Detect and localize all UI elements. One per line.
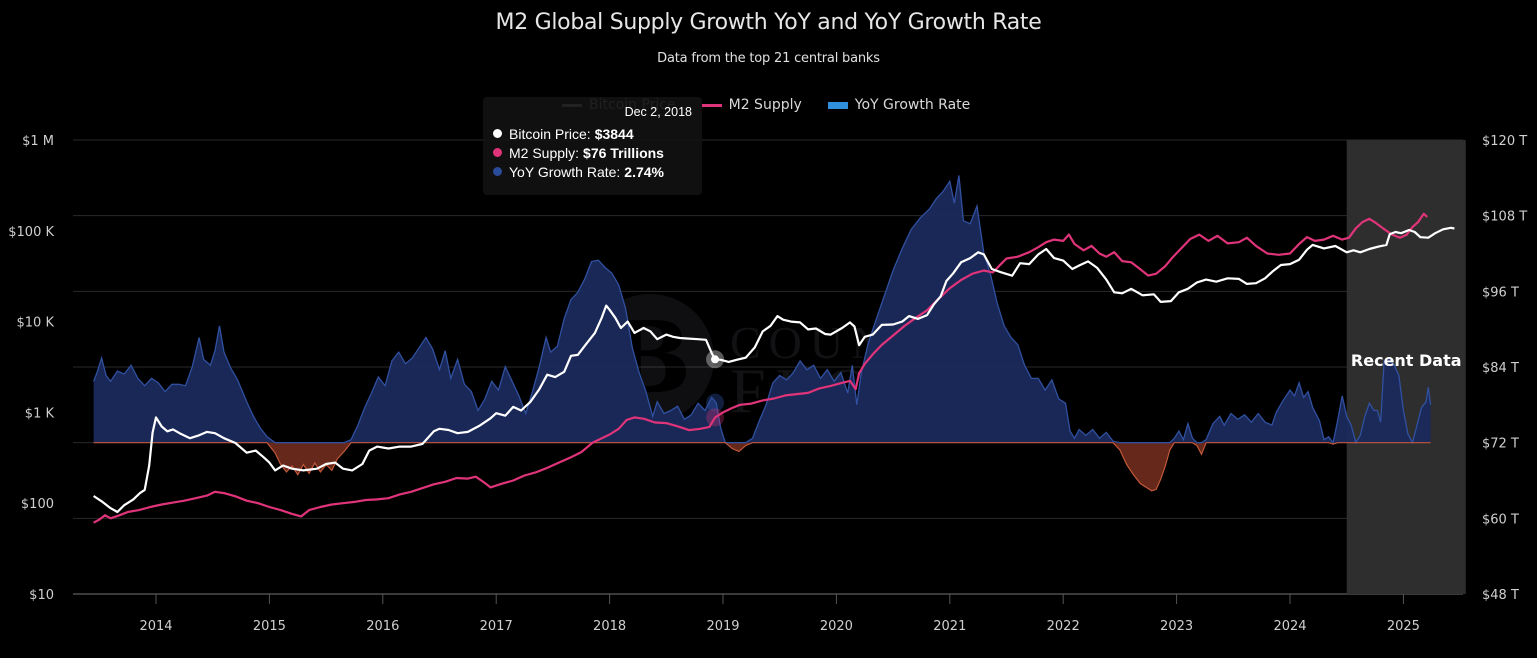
tooltip-value: $76 Trillions: [583, 144, 664, 161]
y-left-tick-label: $100: [21, 497, 54, 512]
yoy-positive-area: [93, 175, 1431, 443]
tooltip-dot-m2: [493, 148, 502, 157]
m2-supply-line: [93, 212, 1428, 524]
legend-item-m2-supply[interactable]: M2 Supply: [701, 97, 802, 113]
chart-subtitle: Data from the top 21 central banks: [657, 51, 880, 66]
y-left-tick-label: $1 M: [22, 134, 54, 149]
tooltip-row-m2: M2 Supply: $76 Trillions: [493, 143, 692, 162]
tooltip-value: $3844: [594, 125, 634, 142]
x-tick-label: 2022: [1047, 619, 1080, 634]
tooltip-date: Dec 2, 2018: [624, 105, 692, 119]
legend-item-yoy-growth-rate[interactable]: YoY Growth Rate: [827, 97, 971, 113]
legend-label: M2 Supply: [728, 97, 802, 113]
tooltip-label: M2 Supply:: [509, 144, 580, 161]
yoy-positive-outline: [92, 175, 1432, 445]
tooltip-row-yoy: YoY Growth Rate: 2.74%: [493, 162, 692, 181]
x-tick-label: 2015: [253, 619, 286, 634]
tooltip-label: Bitcoin Price:: [509, 125, 591, 142]
legend-label: YoY Growth Rate: [854, 97, 971, 113]
y-right-tick-label: $108 T: [1482, 210, 1527, 225]
m2-supply-series: [93, 212, 1428, 524]
x-tick-label: 2017: [480, 619, 513, 634]
tooltip-dot-yoy: [493, 167, 502, 176]
y-axis-right: $48 T $60 T $72 T $84 T $96 T $108 T $120 T: [1482, 134, 1527, 603]
x-tick-label: 2020: [820, 619, 853, 634]
tooltip-label: YoY Growth Rate:: [509, 163, 621, 180]
tooltip-row-bitcoin: Bitcoin Price: $3844: [493, 124, 692, 143]
y-right-tick-label: $96 T: [1482, 285, 1519, 300]
chart-title: M2 Global Supply Growth YoY and YoY Grow…: [495, 10, 1042, 35]
hover-halo-m2: [706, 408, 725, 427]
tooltip-value: 2.74%: [624, 163, 664, 180]
legend-swatch-m2: [701, 103, 722, 107]
recent-data-label: Recent Data: [1351, 351, 1462, 370]
bitcoin-price-line: [92, 226, 1455, 514]
y-left-tick-label: $100 K: [8, 225, 54, 240]
y-left-tick-label: $10 K: [17, 316, 55, 331]
x-tick-label: 2019: [706, 619, 739, 634]
y-right-tick-label: $72 T: [1482, 437, 1519, 452]
y-axis-left: $10 $100 $1 K $10 K $100 K $1 M: [8, 134, 54, 603]
x-tick-label: 2016: [366, 619, 399, 634]
x-tick-label: 2024: [1273, 619, 1306, 634]
x-axis: 2014 2015 2016 2017 2018 2019 2020 2021 2022 2023…: [139, 594, 1420, 634]
x-tick-label: 2018: [593, 619, 626, 634]
hover-halo-yoy: [706, 393, 725, 412]
legend-swatch-yoy: [827, 101, 848, 109]
x-tick-label: 2025: [1387, 619, 1420, 634]
bitcoin-price-series: [92, 226, 1455, 514]
x-tick-label: 2023: [1160, 619, 1193, 634]
hover-markers: [706, 350, 725, 427]
y-right-tick-label: $60 T: [1482, 512, 1519, 527]
y-left-tick-label: $1 K: [25, 406, 55, 421]
hover-marker-bitcoin: [711, 355, 720, 364]
y-right-tick-label: $84 T: [1482, 361, 1519, 376]
y-right-tick-label: $120 T: [1482, 134, 1527, 149]
tooltip-dot-bitcoin: [493, 129, 502, 138]
y-right-tick-label: $48 T: [1482, 588, 1519, 603]
yoy-negative-area: [93, 442, 1431, 491]
x-tick-label: 2021: [933, 619, 966, 634]
recent-data-highlight: [1346, 140, 1466, 594]
x-tick-label: 2014: [139, 619, 172, 634]
tooltip: Dec 2, 2018 Bitcoin Price: $3844 M2 Supp…: [483, 97, 702, 195]
y-left-tick-label: $10: [29, 588, 54, 603]
